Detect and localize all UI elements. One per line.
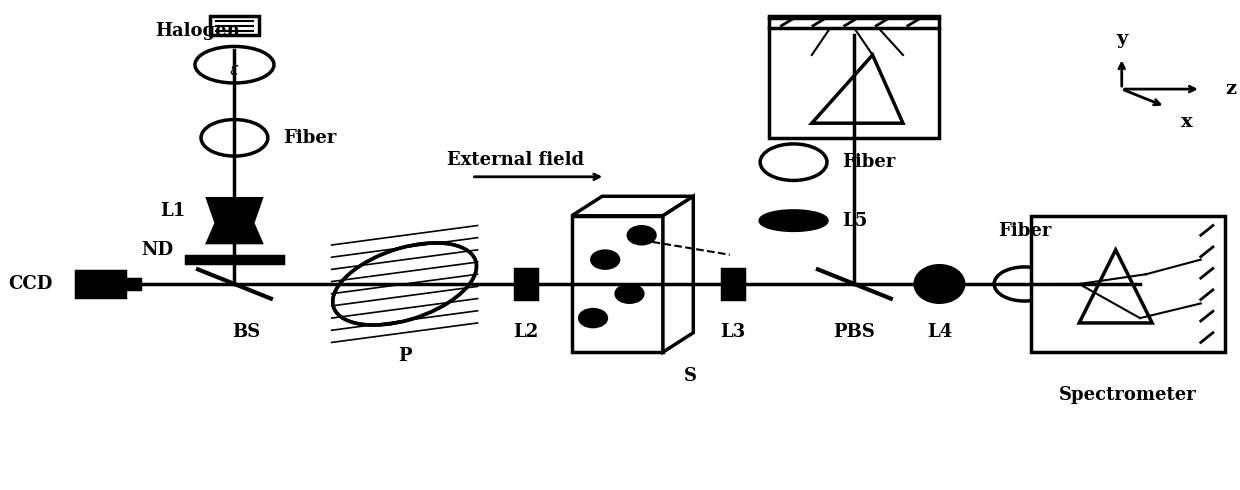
- Text: External field: External field: [448, 151, 584, 170]
- Text: $\varepsilon$: $\varepsilon$: [229, 61, 239, 78]
- Polygon shape: [572, 196, 693, 216]
- Text: L5: L5: [842, 212, 868, 230]
- Text: Fiber: Fiber: [842, 153, 895, 171]
- Ellipse shape: [994, 267, 1055, 301]
- Ellipse shape: [579, 310, 606, 327]
- Ellipse shape: [915, 266, 963, 302]
- Bar: [516, 270, 537, 298]
- Bar: [722, 270, 744, 298]
- Ellipse shape: [760, 144, 827, 180]
- Bar: [186, 256, 283, 263]
- Bar: [122, 279, 140, 289]
- Text: y: y: [1116, 30, 1127, 48]
- Text: PBS: PBS: [833, 323, 875, 341]
- Bar: [769, 16, 940, 138]
- Ellipse shape: [629, 227, 655, 244]
- Text: z: z: [1225, 80, 1236, 98]
- Ellipse shape: [201, 120, 268, 156]
- Polygon shape: [663, 196, 693, 352]
- Text: Fiber: Fiber: [998, 222, 1052, 240]
- Text: L4: L4: [926, 323, 952, 341]
- Text: S: S: [683, 367, 697, 385]
- Text: CCD: CCD: [7, 275, 52, 293]
- Ellipse shape: [760, 211, 827, 230]
- Ellipse shape: [332, 243, 476, 325]
- Text: P: P: [398, 347, 412, 366]
- Text: Fiber: Fiber: [283, 129, 336, 147]
- Bar: [210, 16, 259, 35]
- Bar: [77, 270, 125, 297]
- Bar: [572, 216, 663, 352]
- Ellipse shape: [591, 251, 619, 268]
- Text: L3: L3: [720, 323, 745, 341]
- Text: L2: L2: [513, 323, 539, 341]
- Ellipse shape: [616, 285, 642, 302]
- Text: x: x: [1182, 113, 1193, 131]
- Ellipse shape: [195, 47, 274, 83]
- Polygon shape: [208, 199, 262, 243]
- Text: Spectrometer: Spectrometer: [1059, 386, 1197, 404]
- Polygon shape: [1079, 250, 1152, 323]
- Text: ND: ND: [141, 241, 174, 259]
- Bar: [1030, 216, 1225, 352]
- Text: L1: L1: [160, 202, 186, 220]
- Text: Halogen: Halogen: [155, 22, 241, 40]
- Text: BS: BS: [232, 323, 260, 341]
- Polygon shape: [812, 55, 903, 123]
